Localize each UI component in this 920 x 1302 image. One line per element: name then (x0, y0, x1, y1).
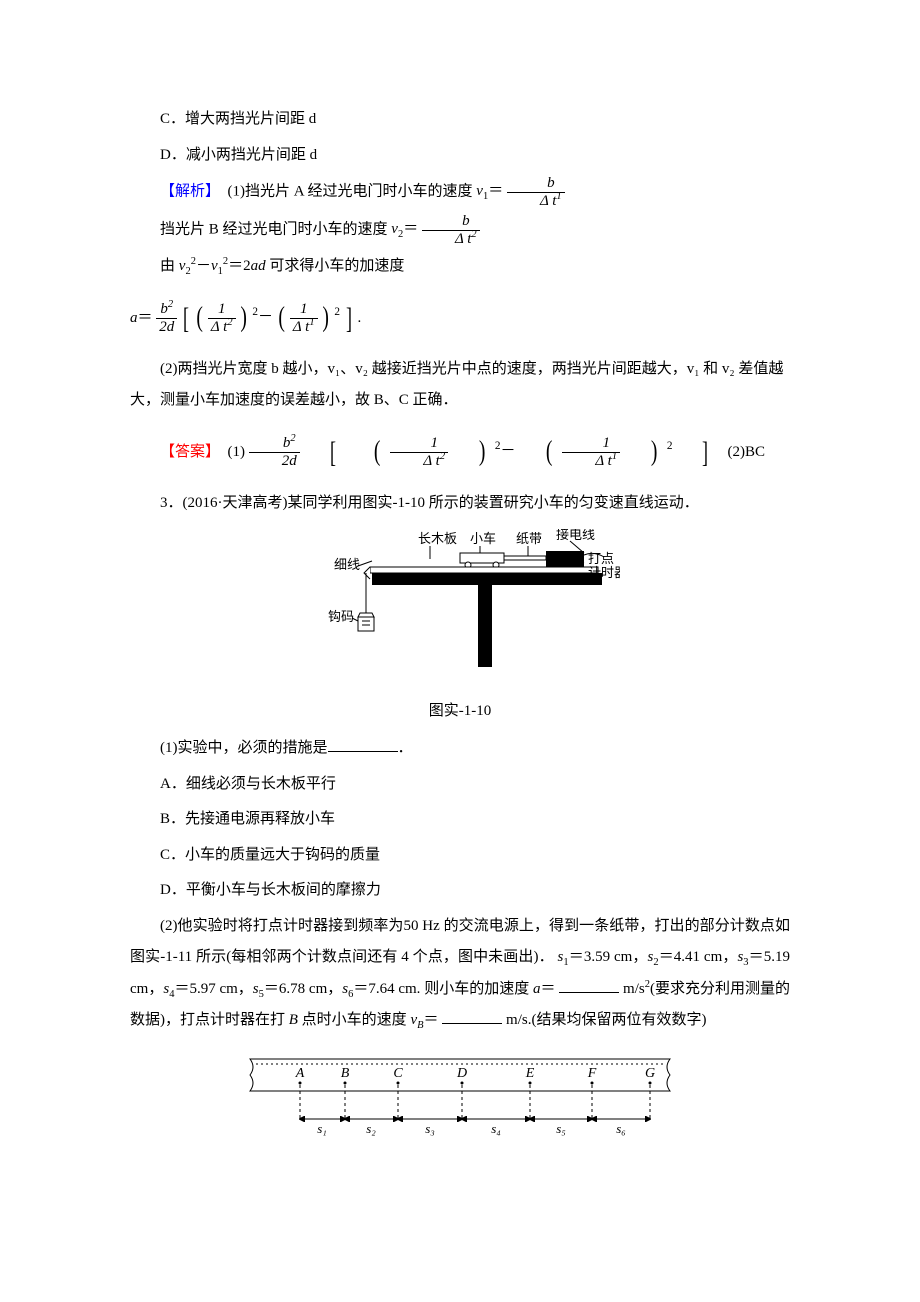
answer-1-prefix: (1) (228, 443, 246, 459)
ans-rparen-1: ) (458, 423, 486, 482)
q3-stem-text: 3．(2016·天津高考)某同学利用图实-1-10 所示的装置研究小车的匀变速直… (160, 495, 699, 511)
frac-b2-2d: b2 2d (156, 301, 177, 335)
analysis-line5: (2)两挡光片宽度 b 越小，v₁、v₂ 越接近挡光片中点的速度，两挡光片间距越… (130, 354, 790, 417)
analysis-line4: a＝ b2 2d [ ( 1 Δ t2 ) 2－ ( 1 Δ t1 ) 2 ] … (130, 287, 790, 350)
label-dadian: 打点 (588, 551, 614, 566)
answer-label: 【答案】 (160, 443, 220, 459)
q3-opt-b: B．先接通电源再释放小车 (130, 804, 790, 836)
q3-opt-b-text: B．先接通电源再释放小车 (160, 811, 335, 827)
seg-s1: s₁ (317, 1121, 327, 1136)
q3-opt-d: D．平衡小车与长木板间的摩擦力 (130, 875, 790, 907)
unit-ms2: m/s2 (623, 981, 650, 997)
vB: vB＝ (410, 1012, 438, 1028)
label-changmuban: 长木板 (418, 531, 457, 546)
pt-G: G (645, 1066, 655, 1081)
apparatus-svg: 长木板 小车 纸带 接电线 细线 钩码 (300, 529, 620, 679)
option-d-text: D．减小两挡光片间距 d (160, 147, 317, 163)
q3-opt-c: C．小车的质量远大于钩码的质量 (130, 840, 790, 872)
q3-opt-c-text: C．小车的质量远大于钩码的质量 (160, 847, 380, 863)
ans-frac-1-dt2: 1 Δ t2 (390, 435, 448, 469)
q3-sub2-b: 则小车的加速度 a＝ (424, 981, 555, 997)
period-1: . (358, 309, 362, 325)
analysis-label: 【解析】 (160, 183, 220, 199)
analysis-line3: 由 v22－v12＝2ad 可求得小车的加速度 (130, 251, 790, 283)
pt-F: F (587, 1066, 597, 1081)
analysis-line2: 挡光片 B 经过光电门时小车的速度 v2＝ b Δ t2 (130, 213, 790, 247)
eq-v2: v2＝ (391, 221, 418, 237)
sq-2: 2 (334, 309, 340, 325)
answer-2: (2)BC (728, 443, 766, 459)
q3-opt-a-text: A．细线必须与长木板平行 (160, 776, 336, 792)
q3-sub2-end: m/s.(结果均保留两位有效数字) (506, 1012, 706, 1028)
tape-svg: A B C D E F G (240, 1047, 680, 1147)
frac-b-dt1: b Δ t1 (507, 175, 565, 209)
blank-1[interactable] (328, 738, 398, 753)
option-d: D．减小两挡光片间距 d (130, 140, 790, 172)
blank-a[interactable] (559, 978, 619, 993)
analysis-line3-text: 由 v22－v12＝2ad 可求得小车的加速度 (160, 258, 404, 274)
answer-line: 【答案】 (1) b2 2d [ ( 1 Δ t2 ) 2－ ( 1 Δ t1 … (130, 421, 790, 484)
analysis-line2-pre: 挡光片 B 经过光电门时小车的速度 (160, 221, 391, 237)
pt-D: D (456, 1066, 467, 1081)
ans-frac-1-dt1: 1 Δ t1 (562, 435, 620, 469)
q3-sub2: (2)他实验时将打点计时器接到频率为50 Hz 的交流电源上，得到一条纸带，打出… (130, 911, 790, 1037)
q3-opt-d-text: D．平衡小车与长木板间的摩擦力 (160, 882, 381, 898)
label-gouma: 钩码 (328, 609, 354, 624)
eq-v1: v1＝ (476, 183, 503, 199)
seg-s3: s₃ (425, 1121, 435, 1136)
q3-stem: 3．(2016·天津高考)某同学利用图实-1-10 所示的装置研究小车的匀变速直… (130, 488, 790, 520)
seg-s5: s₅ (556, 1121, 566, 1136)
ans-sq-1: 2－ (495, 443, 516, 459)
label-xiaoche: 小车 (470, 531, 496, 546)
ans-sq-2: 2 (667, 443, 673, 459)
lparen-1: ( (196, 289, 203, 348)
ans-rbracket: ] (684, 421, 708, 484)
pt-C: C (393, 1066, 403, 1081)
frac-b-dt2: b Δ t2 (422, 213, 480, 247)
frac-1-dt2: 1 Δ t2 (208, 301, 236, 335)
ans-lparen-1: ( (353, 423, 381, 482)
rbracket-1: ] (346, 287, 352, 350)
lbracket-1: [ (183, 287, 189, 350)
label-jishiqi: 计时器 (588, 565, 620, 580)
option-c-text: C．增大两挡光片间距 d (160, 111, 316, 127)
pt-E: E (525, 1066, 535, 1081)
eq-a-lhs: a＝ (130, 309, 153, 325)
figure-tape: A B C D E F G (130, 1047, 790, 1160)
lparen-2: ( (278, 289, 285, 348)
analysis-line5-text: (2)两挡光片宽度 b 越小，v₁、v₂ 越接近挡光片中点的速度，两挡光片间距越… (130, 361, 783, 409)
q3-opt-a: A．细线必须与长木板平行 (130, 769, 790, 801)
analysis-line1: 【解析】 (1)挡光片 A 经过光电门时小车的速度 v1＝ b Δ t1 (130, 175, 790, 209)
fig1-caption: 图实-1-10 (130, 696, 790, 728)
sq-1: 2－ (252, 309, 273, 325)
rparen-2: ) (323, 289, 330, 348)
rparen-1: ) (241, 289, 248, 348)
q3-sub1-text: (1)实验中，必须的措施是． (160, 740, 413, 756)
label-zhidai: 纸带 (516, 531, 542, 546)
label-jiedianxian: 接电线 (556, 529, 595, 542)
analysis-line1-pre: (1)挡光片 A 经过光电门时小车的速度 (228, 183, 477, 199)
option-c: C．增大两挡光片间距 d (130, 104, 790, 136)
frac-1-dt1: 1 Δ t1 (290, 301, 318, 335)
ans-lparen-2: ( (525, 423, 553, 482)
seg-s4: s₄ (491, 1121, 501, 1136)
label-xixian: 细线 (334, 557, 360, 572)
ans-frac-b2-2d: b2 2d (249, 435, 300, 469)
pt-A: A (295, 1066, 305, 1081)
q3-sub1: (1)实验中，必须的措施是． (130, 733, 790, 765)
blank-vb[interactable] (442, 1010, 502, 1025)
pt-B: B (341, 1066, 350, 1081)
seg-s2: s₂ (366, 1121, 376, 1136)
ans-lbracket: [ (312, 421, 336, 484)
seg-s6: s₆ (616, 1121, 626, 1136)
ans-rparen-2: ) (630, 423, 658, 482)
figure-apparatus: 长木板 小车 纸带 接电线 细线 钩码 (130, 529, 790, 692)
